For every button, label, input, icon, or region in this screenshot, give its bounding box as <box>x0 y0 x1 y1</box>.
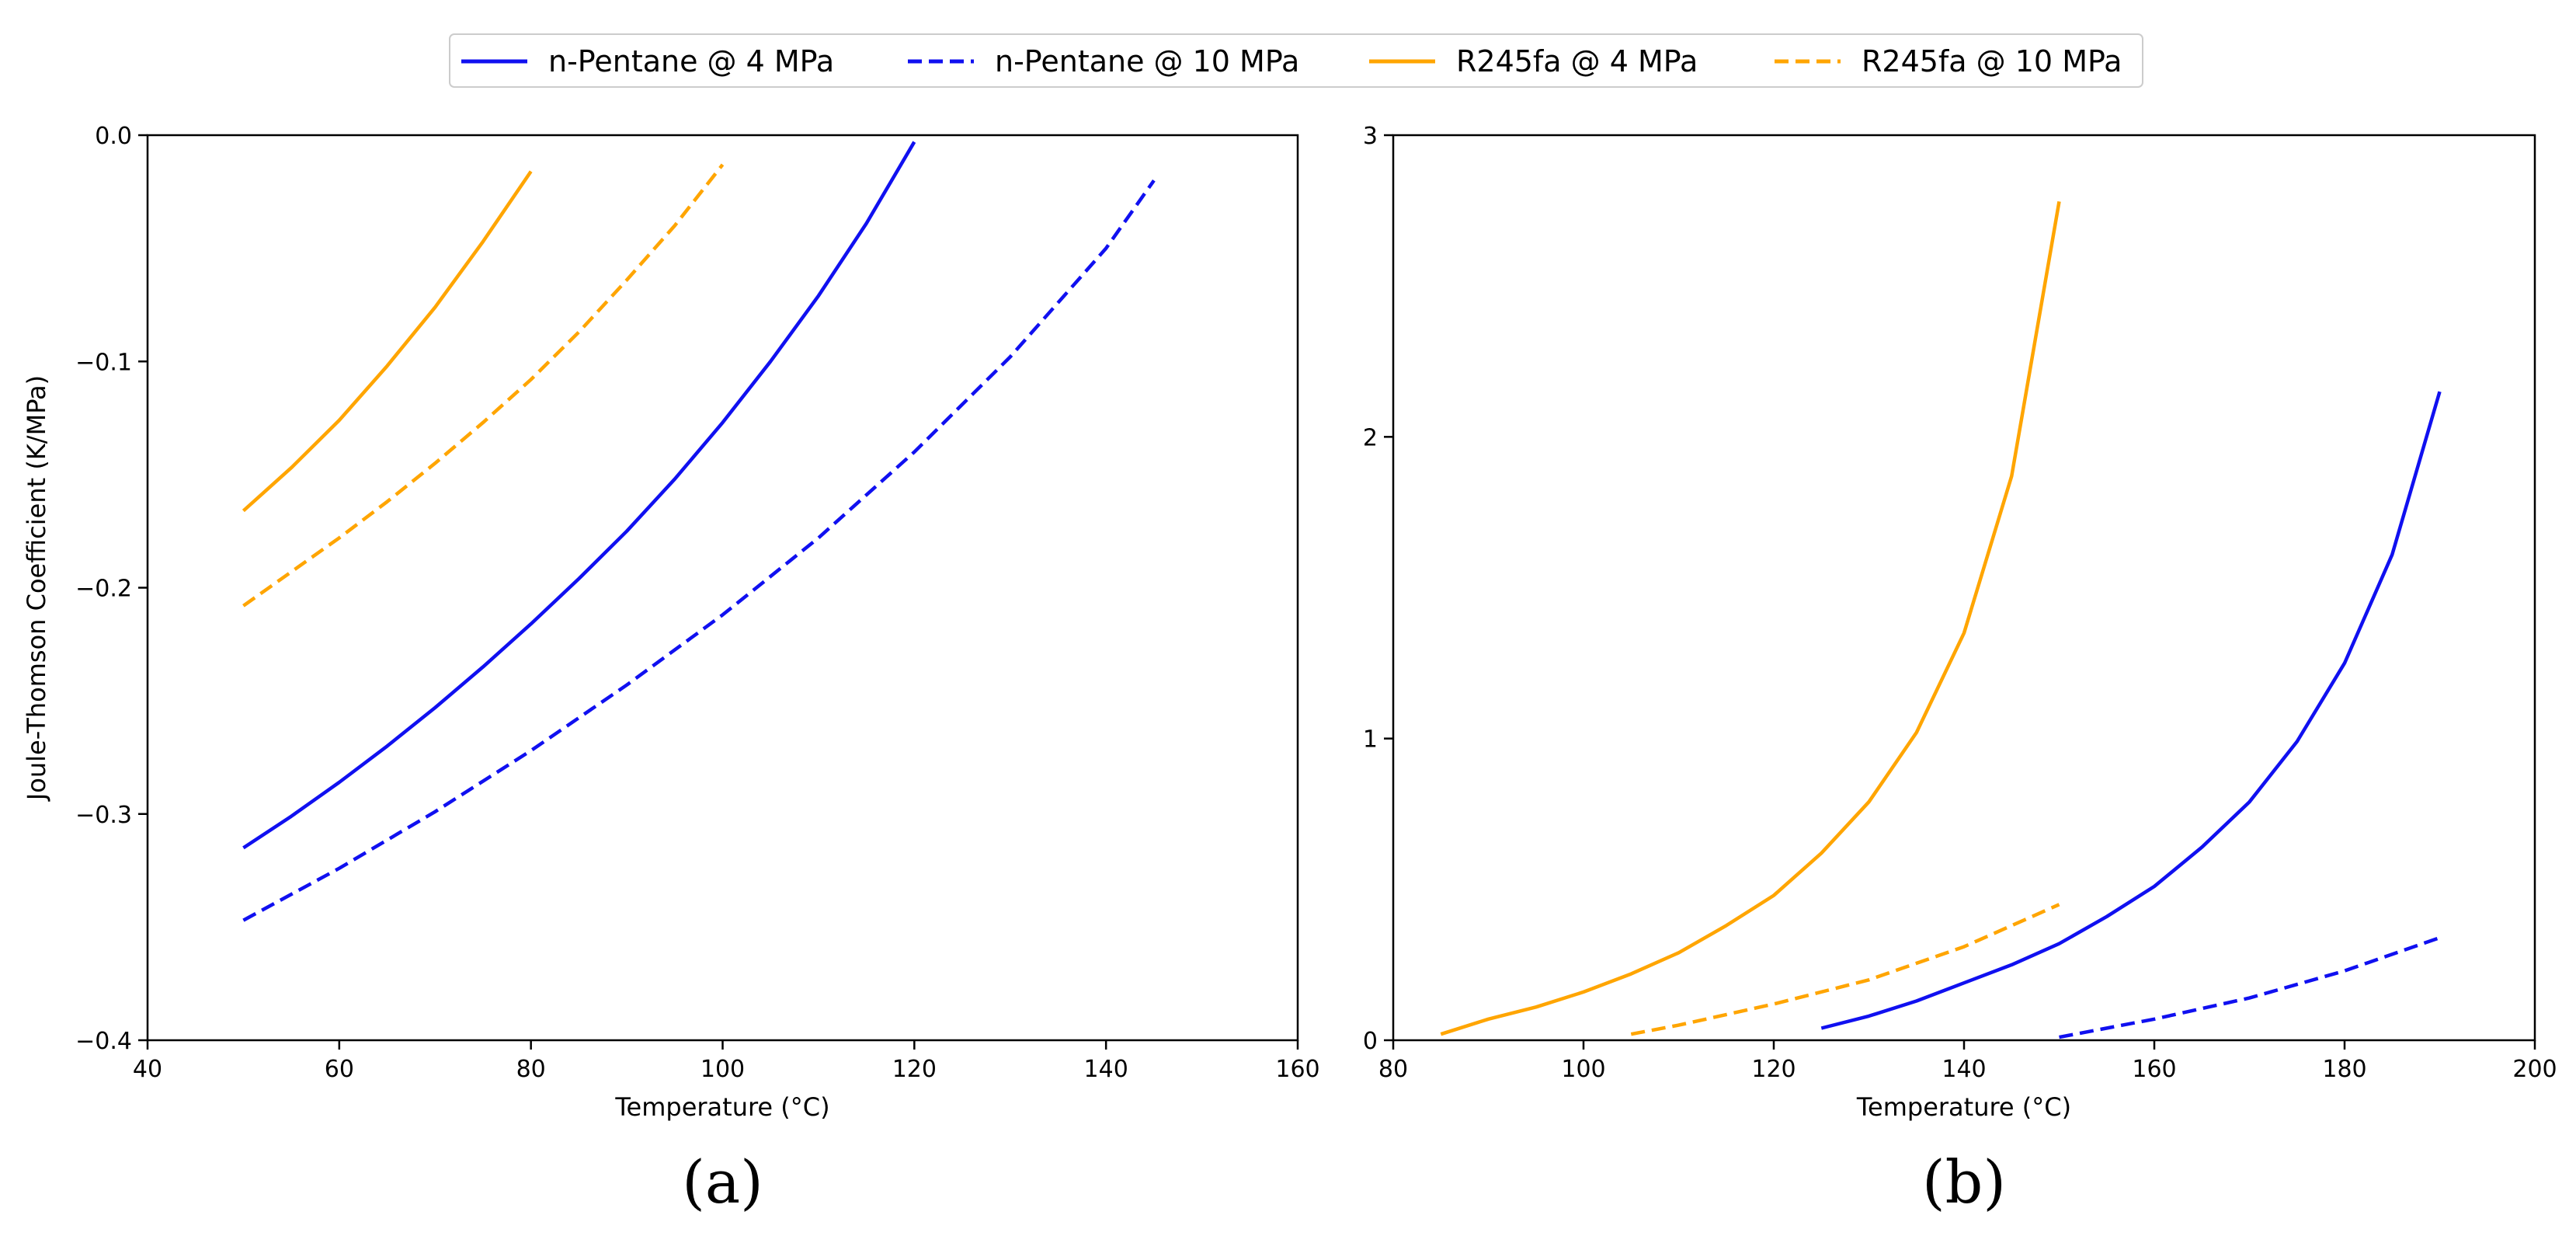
x-tick-label-b: 100 <box>1561 1056 1605 1083</box>
legend-label-r245fa-4-mpa: R245fa @ 4 MPa <box>1456 44 1698 78</box>
series-group-a <box>242 141 1156 922</box>
y-tick-label-b: 1 <box>1363 726 1378 754</box>
x-tick-label-a: 120 <box>892 1056 937 1083</box>
panel-label-b: (b) <box>1922 1147 2006 1217</box>
x-tick-label-a: 60 <box>325 1056 354 1083</box>
x-tick-label-b: 160 <box>2132 1056 2176 1083</box>
series-line-n-pentane-4-mpa-b <box>1820 391 2442 1030</box>
legend: n-Pentane @ 4 MPa n-Pentane @ 10 MPa R245f… <box>449 33 2143 88</box>
y-tick-label-a: −0.1 <box>75 349 132 376</box>
x-tick-label-b: 80 <box>1378 1056 1408 1083</box>
x-axis-label-b: Temperature (°C) <box>1856 1092 2071 1122</box>
x-tick-label-b: 180 <box>2322 1056 2366 1083</box>
series-line-n-pentane-10-mpa-b <box>2059 935 2441 1039</box>
chart-panel-a: 40 60 80 100 120 140 160 −0.4 −0.3 −0.2 −0.1 0.0 Tem… <box>22 123 1320 1217</box>
series-line-r245fa-4-mpa-b <box>1440 201 2061 1036</box>
x-tick-label-a: 80 <box>516 1056 546 1083</box>
chart-panel-b: 80 100 120 140 160 180 200 0 1 2 3 Temperature (°C)… <box>1363 123 2557 1217</box>
axes-frame-a <box>146 134 1299 1042</box>
x-tick-label-a: 160 <box>1275 1056 1319 1083</box>
axes-frame-b <box>1392 134 2536 1042</box>
series-line-n-pentane-4-mpa-a <box>242 141 916 850</box>
y-tick-label-a: 0.0 <box>95 123 132 150</box>
legend-label-n-pentane-10-mpa: n-Pentane @ 10 MPa <box>995 44 1299 78</box>
panel-label-a: (a) <box>682 1147 763 1217</box>
series-line-r245fa-10-mpa-a <box>242 163 725 608</box>
y-axis-label-a: Joule-Thomson Coefficient (K/MPa) <box>22 375 51 802</box>
series-line-r245fa-10-mpa-b <box>1630 903 2060 1036</box>
x-tick-label-a: 140 <box>1084 1056 1128 1083</box>
x-tick-label-b: 120 <box>1751 1056 1796 1083</box>
y-tick-label-a: −0.4 <box>75 1028 132 1055</box>
x-axis-label-a: Temperature (°C) <box>614 1092 829 1122</box>
series-group-b <box>1440 201 2442 1039</box>
legend-label-r245fa-10-mpa: R245fa @ 10 MPa <box>1862 44 2122 78</box>
series-line-n-pentane-10-mpa-a <box>242 179 1156 922</box>
y-tick-label-b: 3 <box>1363 123 1378 150</box>
legend-frame <box>449 33 2143 88</box>
legend-label-n-pentane-4-mpa: n-Pentane @ 4 MPa <box>548 44 834 78</box>
x-tick-label-a: 40 <box>133 1056 162 1083</box>
series-line-r245fa-4-mpa-a <box>242 170 533 513</box>
y-tick-label-b: 2 <box>1363 424 1378 451</box>
x-tick-label-b: 140 <box>1942 1056 1986 1083</box>
y-tick-label-a: −0.2 <box>75 576 132 603</box>
x-tick-label-b: 200 <box>2512 1056 2557 1083</box>
y-tick-label-a: −0.3 <box>75 802 132 829</box>
x-tick-label-a: 100 <box>700 1056 745 1083</box>
y-tick-label-b: 0 <box>1363 1028 1378 1055</box>
